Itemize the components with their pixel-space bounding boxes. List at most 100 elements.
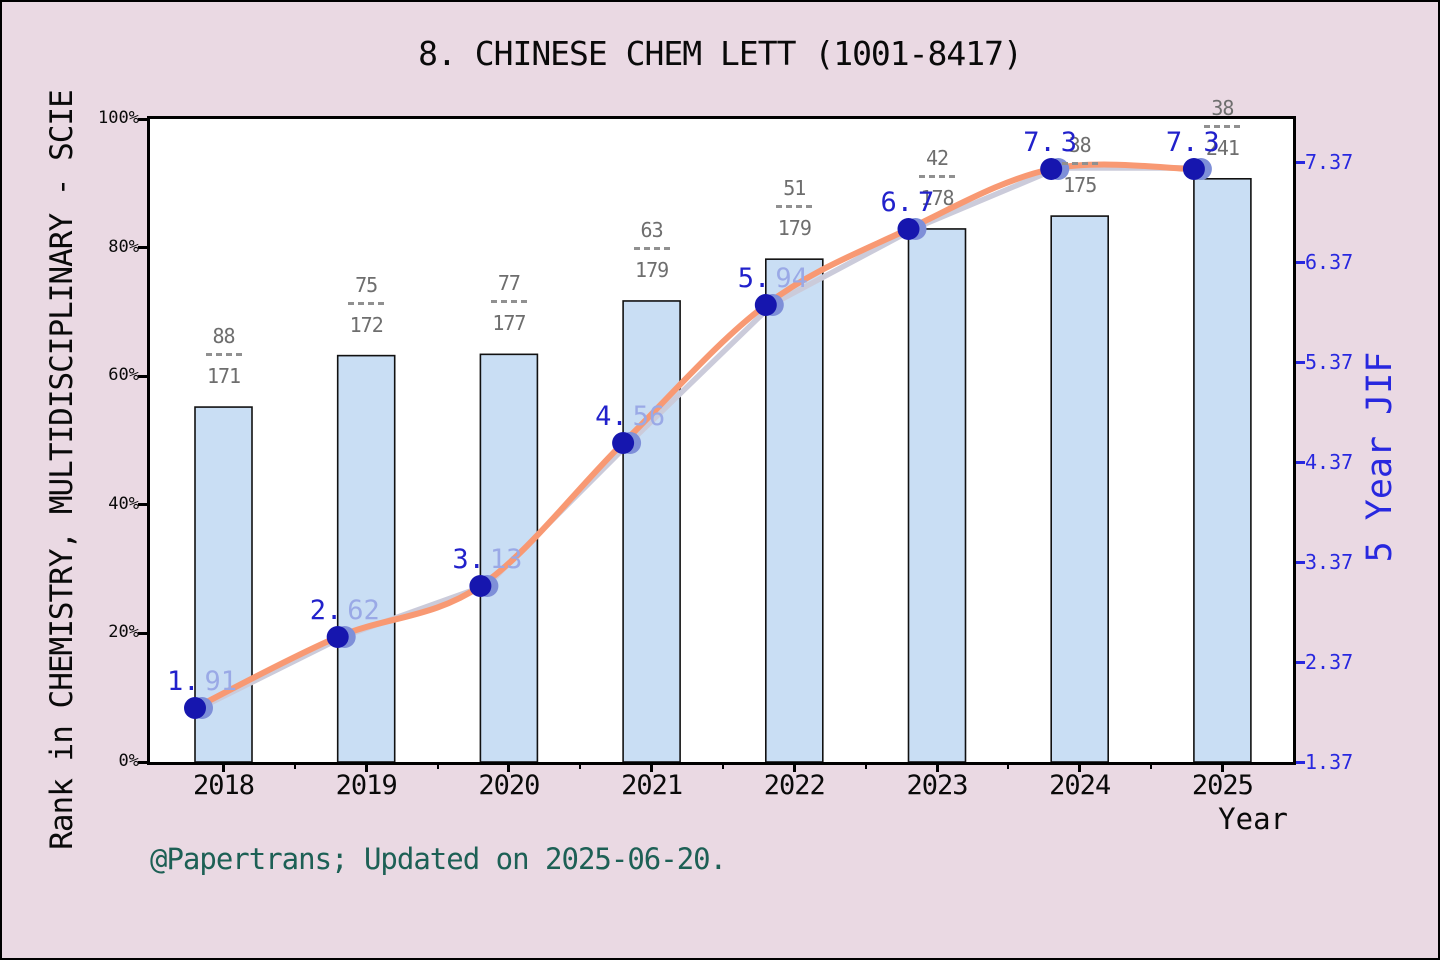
jif-point-label: 2. 62: [310, 595, 380, 626]
bar-rank-numerator: 38: [1211, 95, 1234, 120]
y-tick-label-right: 2.37: [1305, 650, 1354, 674]
jif-label-dark-part: 7.: [1165, 127, 1199, 158]
left-axis-title: Rank in CHEMISTRY, MULTIDISCIPLINARY - S…: [44, 90, 80, 850]
point-marker-navy: [184, 697, 206, 719]
jif-label-dark-part: 7.: [1023, 127, 1056, 158]
x-tick-mark: [792, 763, 796, 772]
jif-point-label: 1. 91: [167, 666, 237, 697]
y-tick-label-right: 4.37: [1305, 450, 1354, 474]
y-tick-mark-left: [138, 631, 147, 635]
y-tick-mark-left: [138, 760, 147, 764]
bar: [1193, 177, 1252, 762]
point-marker-navy: [754, 294, 777, 316]
bar-rank-numerator: 38: [1068, 133, 1092, 158]
jif-label-dark-part: 1.: [167, 666, 200, 697]
y-tick-mark-right: [1296, 260, 1305, 264]
bar-rank-numerator: 88: [212, 324, 235, 349]
y-tick-label-left: 20%: [108, 622, 139, 643]
y-tick-mark-right: [1296, 460, 1305, 464]
jif-label-light-part: 56: [632, 401, 666, 432]
jif-point-label: 3. 13: [452, 544, 522, 575]
bar-rank-denominator: 177: [492, 311, 526, 336]
y-tick-label-right: 3.37: [1305, 550, 1354, 574]
x-tick-label: 2021: [621, 770, 683, 801]
bar-rank-denominator: 175: [1063, 173, 1097, 198]
y-tick-mark-left: [138, 503, 147, 507]
bar-rank-numerator: 75: [355, 272, 378, 297]
rank-fraction-divider: [633, 246, 670, 250]
x-tick-mark: [507, 763, 511, 772]
y-tick-mark-right: [1296, 160, 1305, 164]
x-tick-label: 2024: [1049, 770, 1111, 801]
x-tick-label: 2025: [1191, 770, 1254, 801]
x-tick-label: 2019: [335, 770, 398, 801]
y-tick-label-left: 100%: [98, 108, 139, 128]
point-marker-navy: [897, 218, 920, 240]
bar-rank-denominator: 179: [635, 257, 669, 282]
jif-label-dark-part: 5.: [737, 263, 771, 294]
rank-fraction-divider: [776, 205, 813, 209]
jif-label-light-part: 94: [775, 263, 808, 294]
chart-canvas: [184, 158, 1252, 762]
jif-label-dark-part: 3.: [452, 544, 485, 575]
rank-fraction-divider: [348, 301, 385, 305]
bar-rank-numerator: 42: [925, 145, 949, 170]
bar: [907, 228, 967, 762]
jif-point-label: 7. 3: [1166, 127, 1220, 158]
y-tick-mark-right: [1296, 660, 1305, 664]
rank-fraction-divider: [490, 300, 527, 304]
y-tick-mark-right: [1296, 360, 1305, 364]
x-minor-tick-mark: [721, 763, 724, 769]
bar-rank-denominator: 241: [1205, 135, 1240, 160]
y-tick-label-left: 40%: [108, 493, 139, 514]
bar: [479, 353, 539, 762]
y-tick-label-left: 60%: [108, 365, 139, 386]
bar-rank-numerator: 77: [497, 271, 521, 296]
bar: [1050, 215, 1110, 762]
rank-fraction-divider: [1204, 124, 1241, 128]
y-tick-label-left: 0%: [118, 751, 139, 771]
chart-title: 8. CHINESE CHEM LETT (1001-8417): [418, 34, 1023, 73]
x-tick-mark: [935, 763, 939, 772]
rank-fraction-divider: [919, 174, 955, 178]
x-axis-title: Year: [1218, 802, 1288, 836]
jif-label-dark-part: 4.: [595, 401, 628, 432]
bar-rank-denominator: 171: [206, 364, 241, 389]
point-marker-navy: [326, 626, 349, 648]
point-marker-navy: [1040, 158, 1063, 180]
point-marker-navy: [469, 575, 492, 597]
jif-label-dark-part: 3: [1203, 127, 1220, 158]
x-tick-label: 2020: [478, 770, 540, 801]
y-tick-label-left: 80%: [108, 236, 139, 257]
y-tick-label-right: 7.37: [1305, 150, 1354, 174]
bar-rank-denominator: 172: [349, 312, 384, 337]
x-tick-mark: [364, 763, 368, 772]
bar-rank-numerator: 51: [783, 176, 806, 201]
jif-label-light-part: 62: [347, 595, 380, 626]
jif-point-label: 7. 3: [1023, 127, 1077, 158]
y-tick-mark-left: [138, 374, 147, 378]
point-marker-navy: [1182, 158, 1205, 180]
plot-area: [147, 116, 1296, 765]
x-tick-mark: [222, 763, 225, 772]
rank-fraction-divider: [205, 353, 242, 357]
jif-label-dark-part: 6.: [880, 187, 914, 218]
y-tick-label-right: 1.37: [1305, 750, 1354, 774]
y-tick-mark-left: [138, 246, 147, 250]
jif-label-dark-part: 2.: [309, 595, 343, 626]
bar-rank-denominator: 178: [920, 185, 954, 210]
x-tick-mark: [1220, 763, 1224, 772]
point-marker-navy: [612, 432, 635, 454]
jif-label-dark-part: 7: [918, 187, 935, 218]
y-tick-label-right: 5.37: [1305, 350, 1354, 374]
right-axis-title: 5 Year JIF: [1360, 351, 1400, 563]
watermark-text: @Papertrans; Updated on 2025-06-20.: [150, 842, 727, 876]
bar-rank-numerator: 63: [640, 217, 664, 242]
y-tick-label-right: 6.37: [1305, 250, 1354, 274]
x-tick-label: 2023: [906, 770, 968, 801]
x-minor-tick-mark: [436, 763, 439, 769]
y-tick-mark-right: [1296, 760, 1305, 764]
x-minor-tick-mark: [293, 763, 296, 769]
x-tick-label: 2018: [192, 770, 255, 801]
x-minor-tick-mark: [1007, 763, 1010, 769]
